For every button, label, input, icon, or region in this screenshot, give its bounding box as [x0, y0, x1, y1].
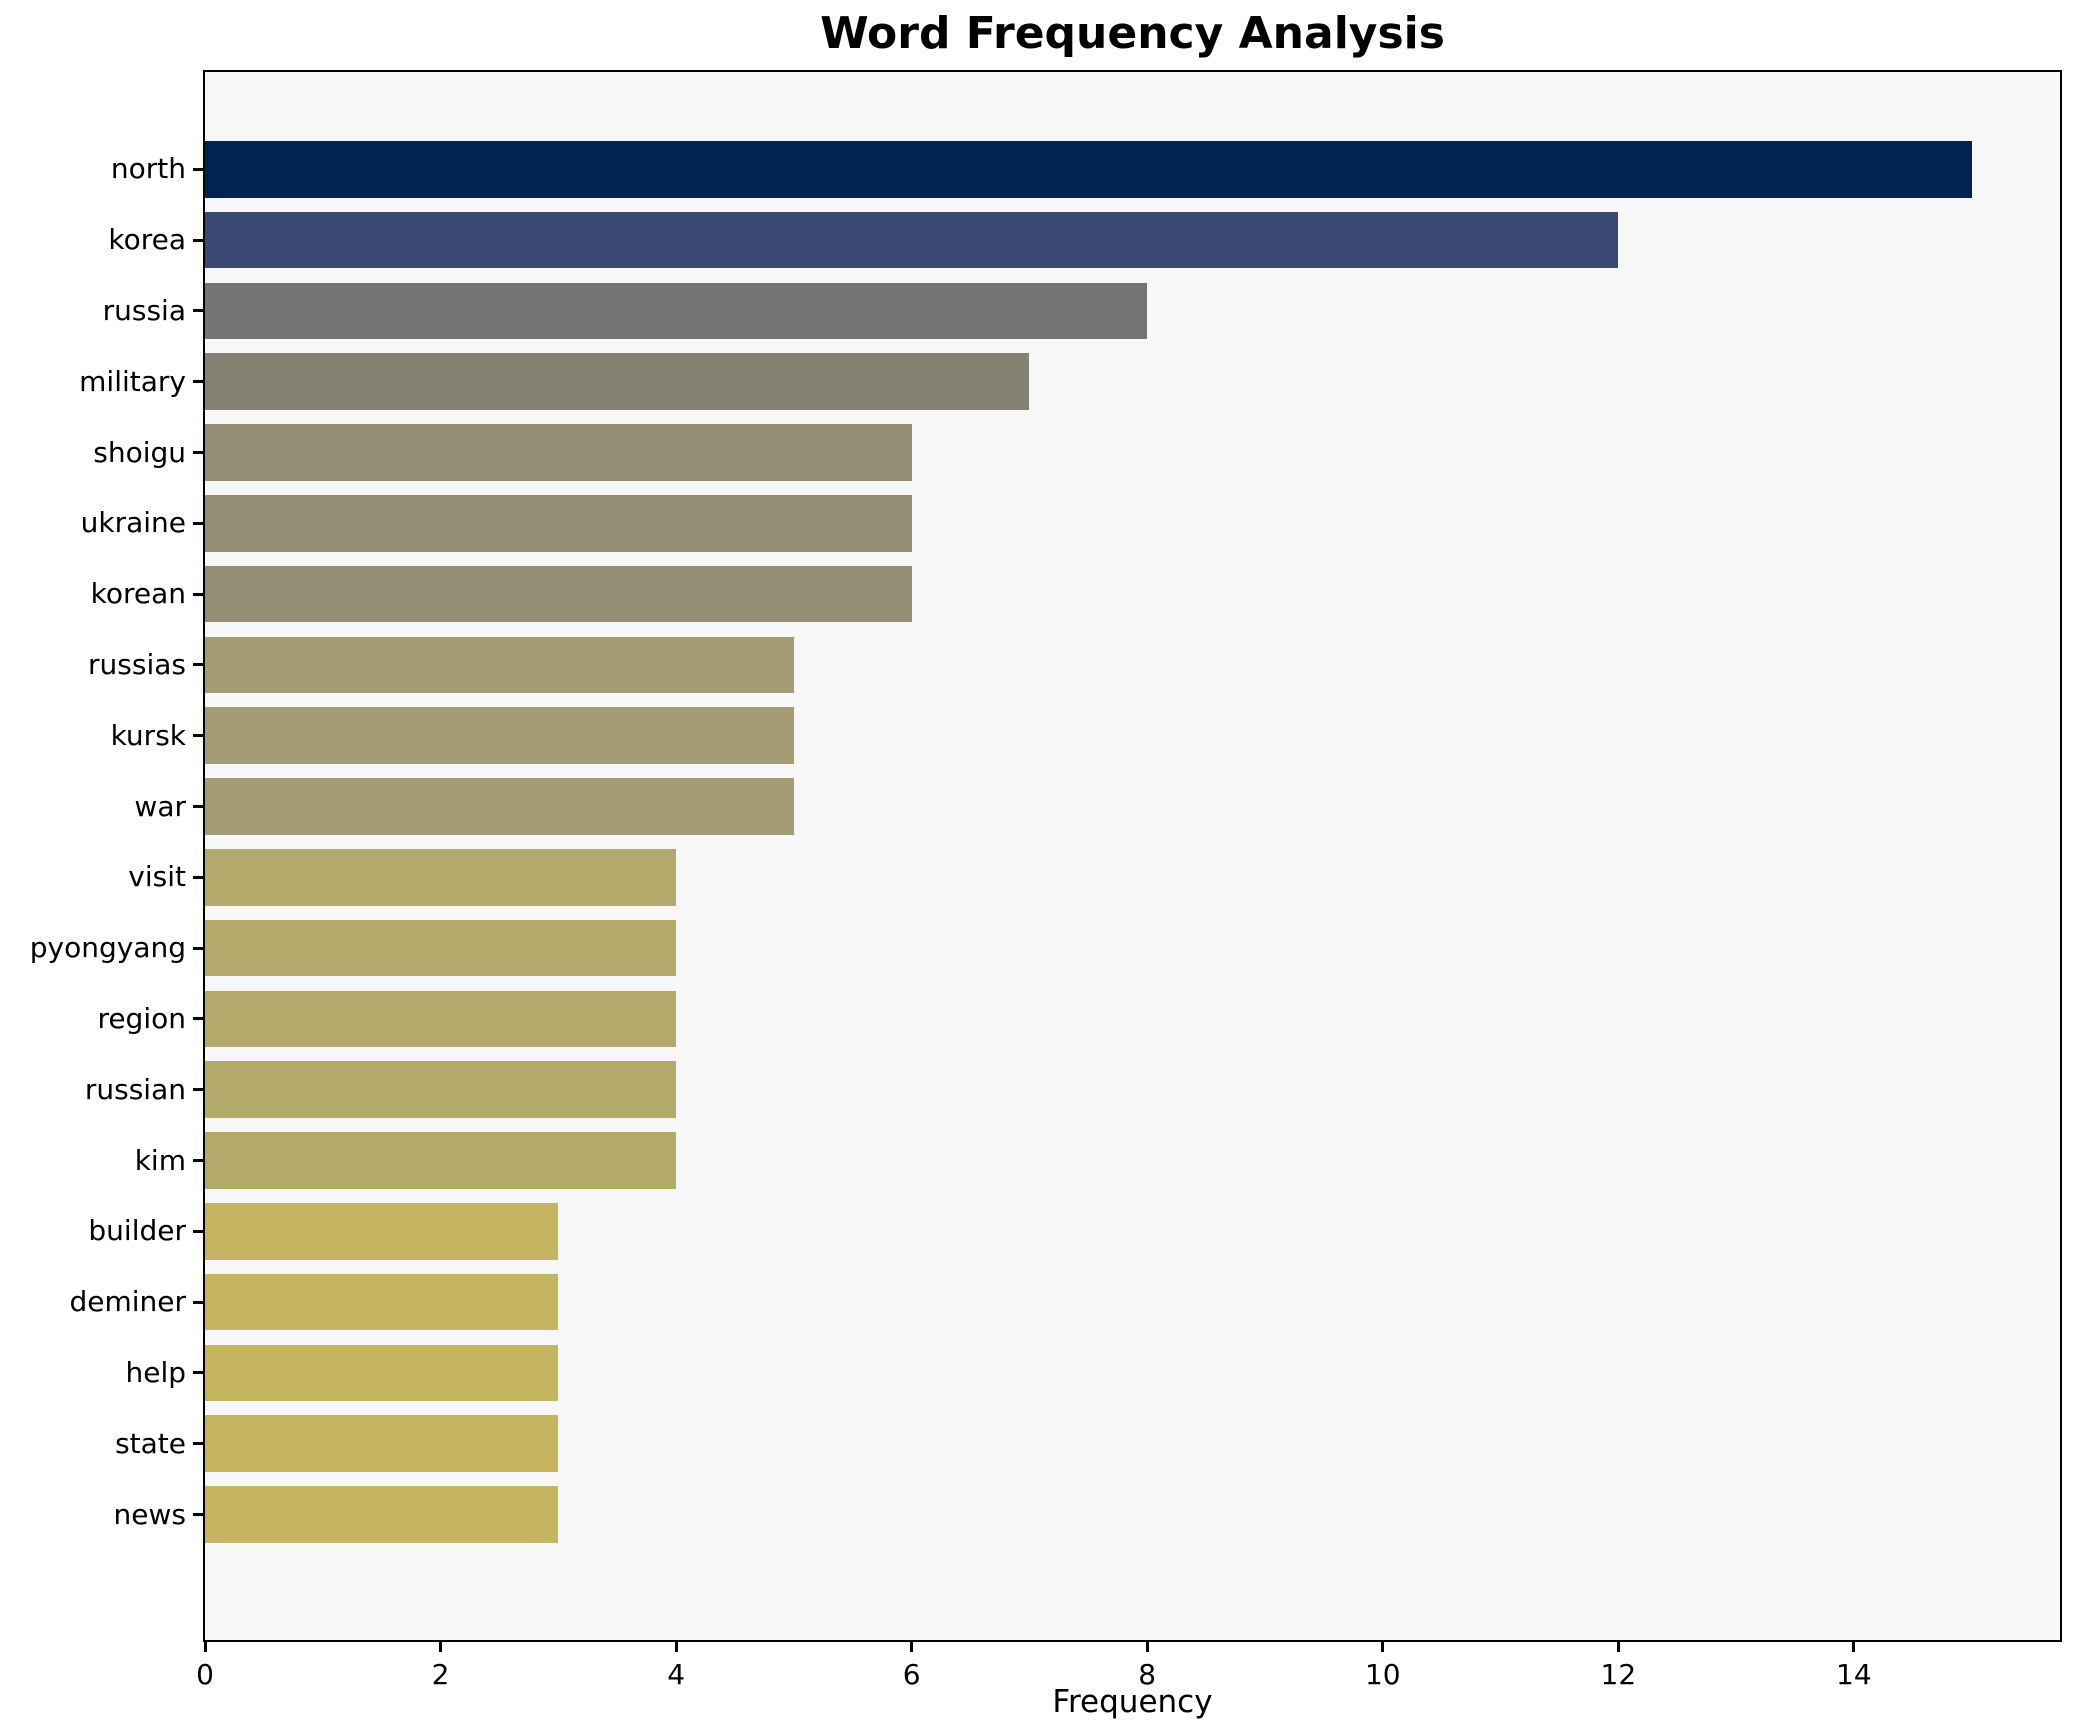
xtick-label-8: 8: [1138, 1658, 1157, 1691]
bar-state: [205, 1415, 559, 1472]
ytick-mark: [193, 1229, 203, 1233]
xtick-mark: [1381, 1642, 1385, 1652]
ytick-mark: [193, 1513, 203, 1516]
xtick-mark: [674, 1642, 678, 1652]
ytick-mark: [193, 1017, 203, 1021]
ytick-mark: [193, 1088, 203, 1092]
bar-kim: [205, 1132, 677, 1189]
bar-visit: [205, 849, 677, 906]
xtick-label-6: 6: [902, 1658, 921, 1691]
ytick-label-kim: kim: [134, 1143, 186, 1177]
bar-ukraine: [205, 495, 912, 552]
bar-deminer: [205, 1273, 559, 1331]
bar-russian: [205, 1061, 677, 1118]
bar-pyongyang: [205, 919, 677, 977]
bar-military: [205, 353, 1030, 410]
ytick-label-deminer: deminer: [69, 1285, 186, 1319]
xtick-label-4: 4: [667, 1658, 686, 1691]
xtick-label-12: 12: [1600, 1658, 1637, 1691]
ytick-label-region: region: [97, 1001, 186, 1035]
xtick-label-2: 2: [431, 1658, 450, 1691]
ytick-mark: [193, 875, 203, 879]
ytick-label-russian: russian: [84, 1072, 186, 1106]
xtick-label-14: 14: [1836, 1658, 1872, 1691]
bar-war: [205, 778, 794, 835]
ytick-mark: [193, 1159, 203, 1162]
ytick-label-visit: visit: [128, 860, 186, 894]
bar-north: [205, 141, 1972, 198]
ytick-label-korea: korea: [108, 223, 186, 257]
chart-title: Word Frequency Analysis: [820, 8, 1445, 59]
ytick-mark: [193, 1442, 203, 1446]
xtick-mark: [439, 1642, 443, 1652]
xtick-mark: [1616, 1642, 1620, 1652]
ytick-label-pyongyang: pyongyang: [29, 931, 186, 965]
bar-russia: [205, 282, 1148, 340]
xtick-mark: [1145, 1642, 1149, 1652]
xtick-mark: [1852, 1642, 1856, 1652]
bar-korean: [205, 565, 912, 623]
bar-region: [205, 990, 677, 1048]
xtick-mark: [910, 1642, 914, 1652]
ytick-mark: [193, 946, 203, 950]
xtick-mark: [203, 1642, 207, 1652]
ytick-mark: [193, 238, 203, 242]
ytick-mark: [193, 592, 203, 596]
bar-russias: [205, 636, 794, 694]
ytick-mark: [193, 167, 203, 171]
ytick-label-korean: korean: [90, 577, 186, 611]
plot-area: [203, 70, 2062, 1642]
bar-news: [205, 1486, 559, 1543]
ytick-mark: [193, 734, 203, 738]
ytick-label-news: news: [113, 1497, 186, 1531]
ytick-mark: [193, 521, 203, 525]
ytick-label-builder: builder: [88, 1214, 186, 1248]
ytick-mark: [193, 663, 203, 667]
ytick-label-ukraine: ukraine: [80, 506, 186, 540]
ytick-mark: [193, 805, 203, 808]
xtick-label-10: 10: [1364, 1658, 1401, 1691]
ytick-mark: [193, 451, 203, 454]
ytick-label-war: war: [134, 789, 186, 823]
y-axis: north korea russia military shoigu ukraine kor…: [0, 0, 203, 1722]
bar-help: [205, 1344, 559, 1402]
ytick-label-military: military: [79, 364, 186, 398]
ytick-label-state: state: [115, 1426, 186, 1460]
ytick-label-shoigu: shoigu: [93, 435, 186, 469]
x-axis-title: Frequency: [1052, 1684, 1213, 1720]
ytick-mark: [193, 309, 203, 313]
bar-shoigu: [205, 424, 912, 481]
bar-korea: [205, 211, 1619, 269]
ytick-label-north: north: [110, 152, 186, 186]
ytick-label-russia: russia: [102, 293, 186, 327]
ytick-label-russias: russias: [88, 647, 186, 681]
ytick-label-help: help: [125, 1355, 186, 1389]
ytick-mark: [193, 1300, 203, 1304]
ytick-label-kursk: kursk: [110, 718, 186, 752]
ytick-mark: [193, 380, 203, 384]
bar-kursk: [205, 707, 794, 764]
ytick-mark: [193, 1371, 203, 1375]
bar-builder: [205, 1203, 559, 1260]
xtick-label-0: 0: [196, 1658, 214, 1691]
